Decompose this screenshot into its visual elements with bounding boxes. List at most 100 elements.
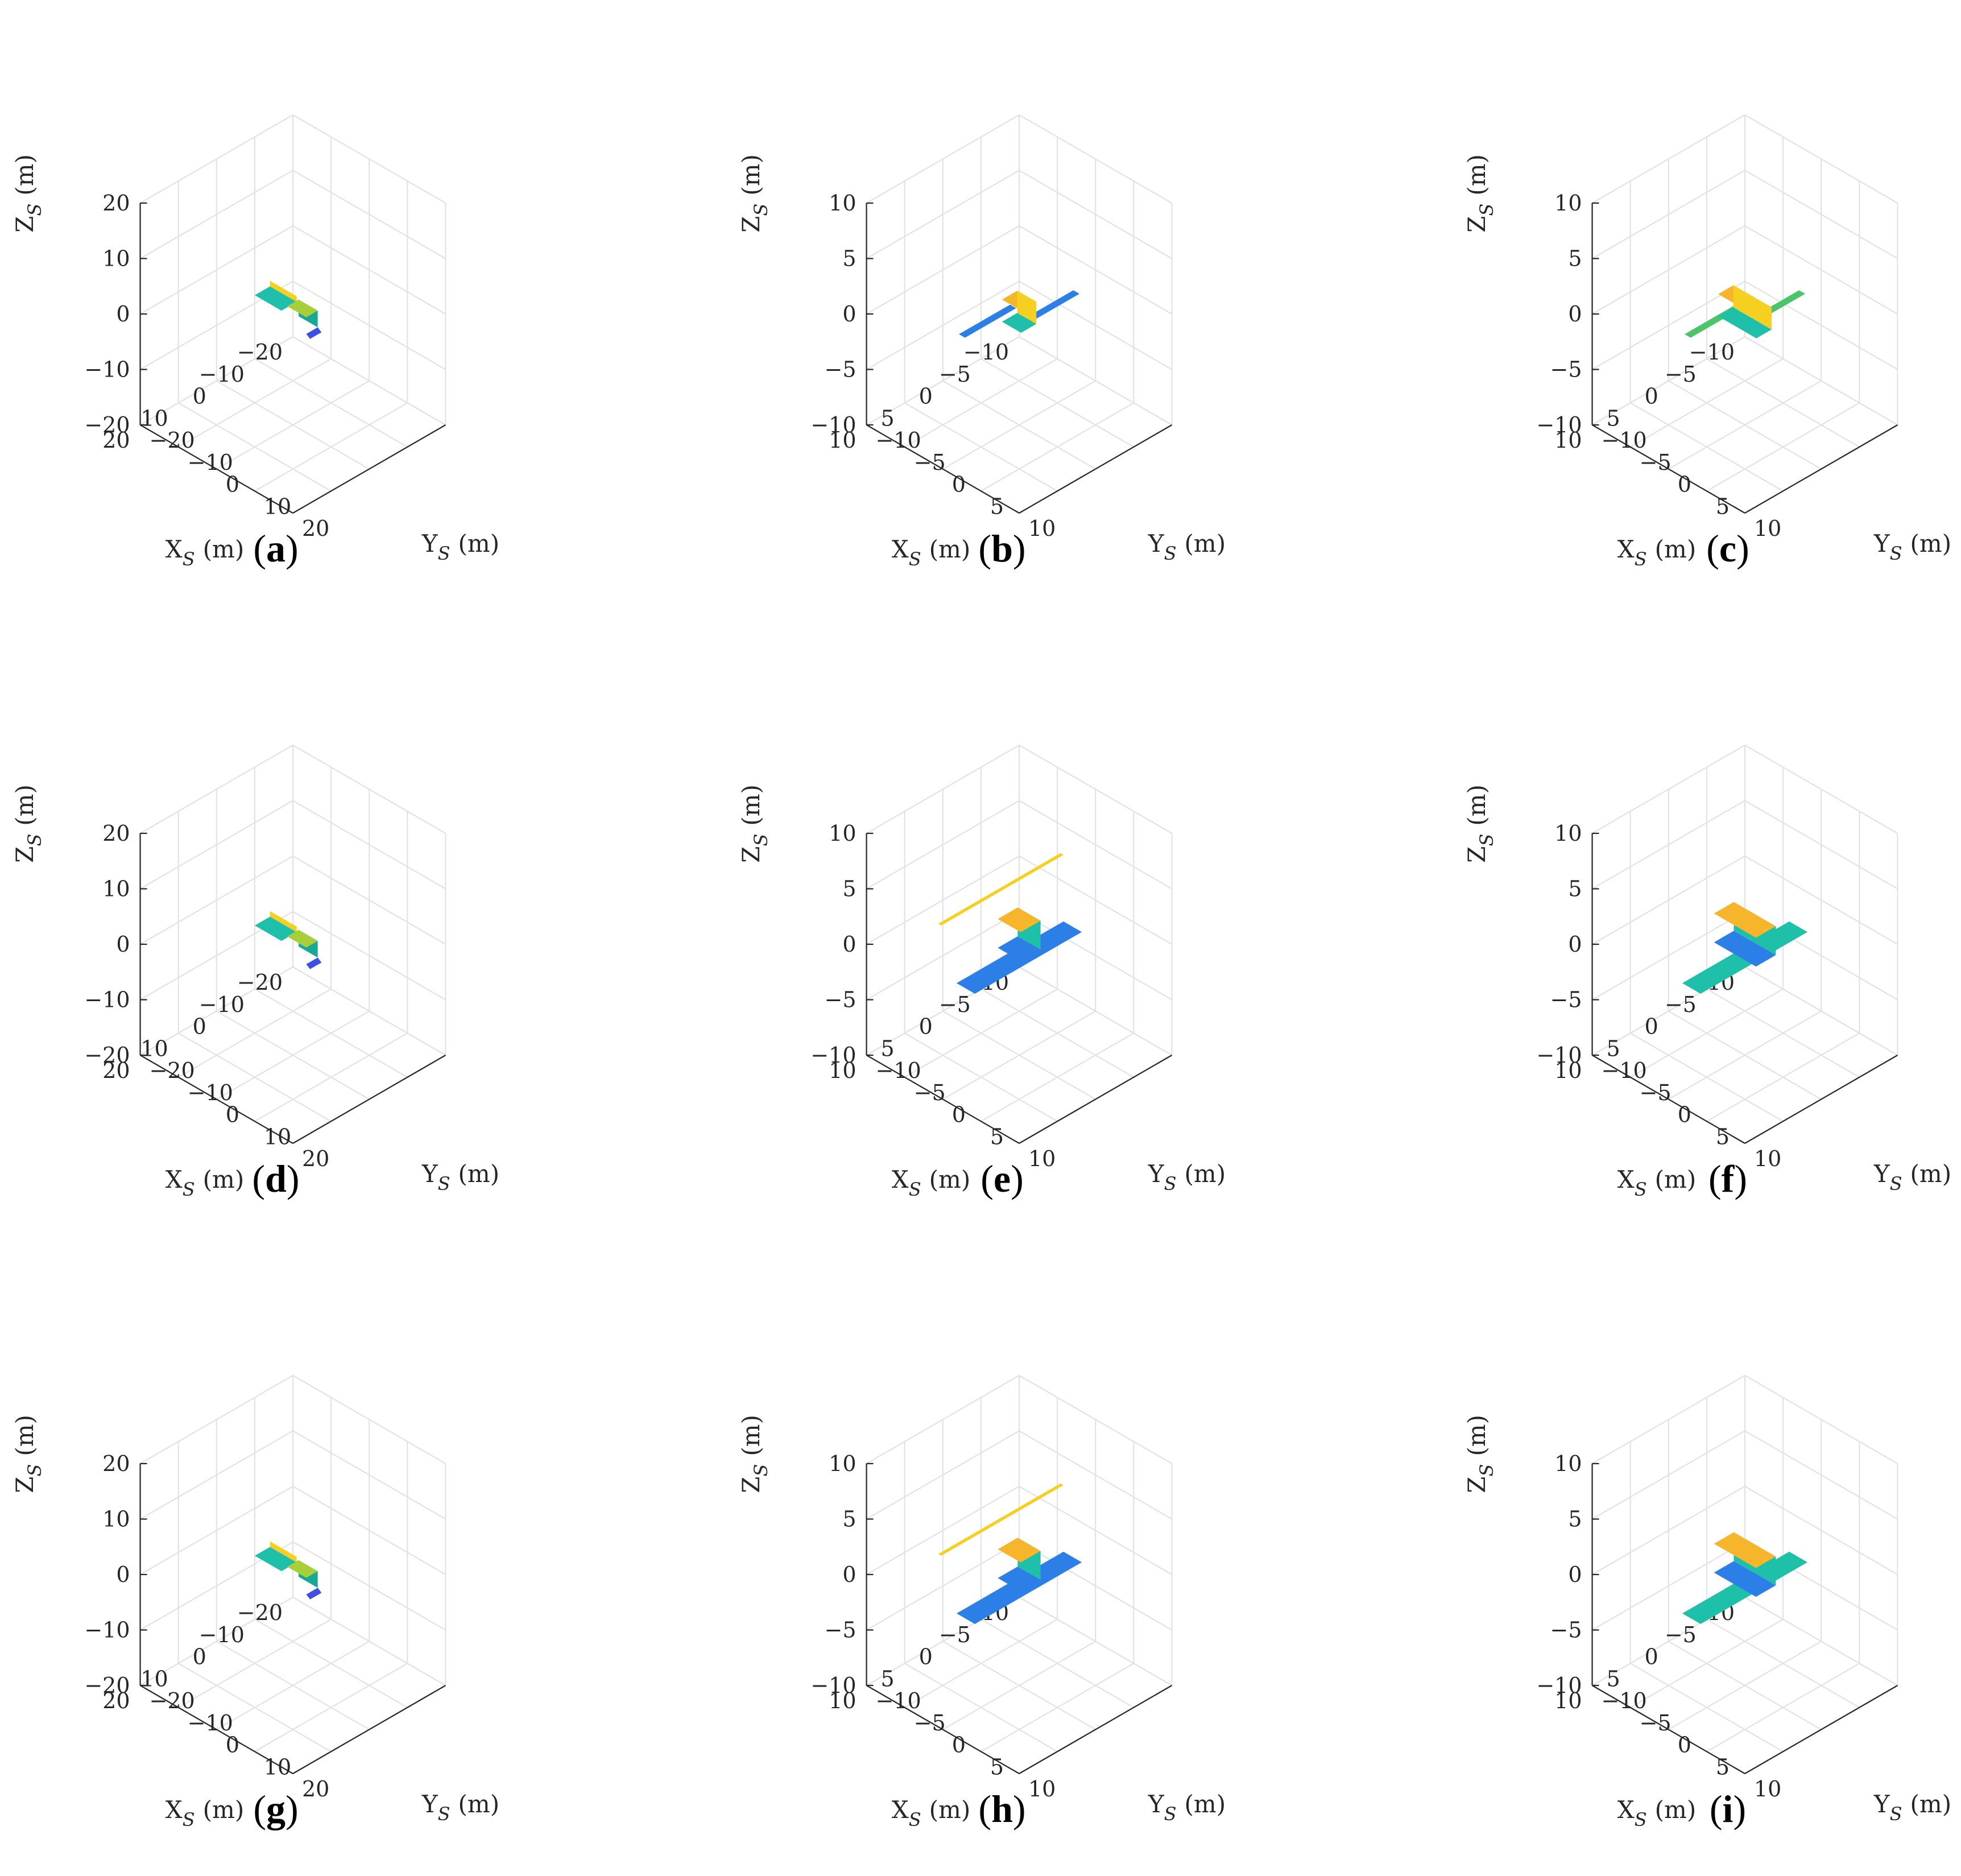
grid-line — [139, 800, 293, 890]
grid-line — [292, 336, 446, 425]
z-tick-label: −20 — [84, 1043, 130, 1068]
z-tick-label: 5 — [842, 246, 856, 271]
z-tick-label: −5 — [825, 1618, 857, 1643]
y-tick-label: 5 — [990, 1754, 1004, 1779]
y-axis-line — [292, 1685, 446, 1774]
panel-label: (e) — [980, 1157, 1024, 1200]
y-axis-label: YS (m) — [421, 1160, 499, 1195]
y-tick-label: −10 — [1602, 1058, 1647, 1083]
z-tick-label: 0 — [1568, 1562, 1582, 1587]
grid-line — [1019, 1597, 1173, 1686]
x-axis-label: XS (m) — [1617, 535, 1696, 570]
y-tick-label: −20 — [150, 428, 195, 453]
solar-wing-left — [1022, 290, 1080, 324]
grid-line — [1019, 911, 1173, 1001]
grid-line — [942, 380, 1096, 470]
grid-line — [292, 745, 446, 834]
x-axis-label: XS (m) — [892, 1796, 970, 1830]
grid-line — [1019, 1486, 1173, 1575]
grid-line — [292, 1541, 446, 1631]
y-axis-line — [1019, 1685, 1173, 1774]
grid-line — [139, 745, 293, 834]
x-axis-label: XS (m) — [1617, 1166, 1696, 1200]
z-tick-label: 10 — [829, 191, 856, 216]
y-tick-label: 0 — [1678, 1102, 1691, 1127]
x-tick-label: 5 — [880, 1666, 894, 1691]
x-axis-label: XS (m) — [1617, 1796, 1696, 1830]
z-tick-label: −10 — [1536, 1673, 1582, 1698]
x-tick-label: 5 — [1606, 406, 1620, 431]
grid-line — [292, 1486, 446, 1575]
grid-line — [1744, 745, 1898, 834]
panel-label: (h) — [978, 1787, 1026, 1830]
panel-top — [270, 1541, 297, 1563]
x-tick-label: 0 — [193, 384, 206, 409]
grid-line — [1019, 225, 1173, 315]
grid-line — [866, 280, 1020, 370]
grid-line — [139, 1375, 293, 1464]
grid-line — [139, 114, 293, 204]
grid-line — [1019, 966, 1173, 1056]
plot-3d: −10−50510−10−50510−10−50510ZS(m)XS(m)YS(… — [737, 745, 1226, 1200]
chart-panel: −10−50510−10−50510−10−50510ZS(m)XS(m)YS(… — [1452, 630, 1961, 1246]
grid-line — [1668, 1010, 1822, 1100]
grid-line — [1591, 800, 1745, 890]
grid-line — [1591, 1375, 1745, 1464]
grid-line — [1630, 358, 1784, 448]
plot-3d: −10−50510−10−50510−10−50510ZS(m)XS(m)YS(… — [737, 114, 1226, 570]
grid-line — [1744, 170, 1898, 259]
z-tick-label: −10 — [810, 1673, 856, 1698]
body-base — [306, 1588, 322, 1600]
solar-wing-right — [958, 304, 1016, 338]
x-tick-label: 20 — [102, 428, 130, 453]
y-tick-label: 10 — [264, 1124, 291, 1149]
y-axis-label: YS (m) — [421, 1790, 499, 1825]
y-tick-label: 20 — [302, 516, 329, 541]
x-tick-label: 10 — [1554, 1688, 1582, 1713]
x-axis-line — [866, 1685, 1020, 1774]
x-axis-line — [139, 1685, 293, 1774]
x-axis-label: XS (m) — [892, 1166, 970, 1200]
grid-line — [980, 1663, 1134, 1753]
x-tick-label: 0 — [919, 1644, 933, 1670]
grid-line — [1591, 1541, 1745, 1631]
z-tick-label: −10 — [84, 987, 130, 1013]
grid-line — [178, 988, 332, 1078]
x-tick-label: 5 — [880, 1036, 894, 1061]
y-axis-line — [1019, 424, 1173, 514]
z-tick-label: 10 — [1554, 191, 1582, 216]
z-tick-label: 10 — [1554, 821, 1582, 846]
grid-line — [980, 1032, 1134, 1122]
x-tick-label: 10 — [140, 1666, 168, 1691]
y-axis-line — [1744, 1685, 1898, 1774]
x-tick-label: 10 — [829, 1688, 856, 1713]
body-bottom — [1714, 1561, 1776, 1597]
y-axis-line — [292, 1055, 446, 1144]
grid-line — [866, 114, 1020, 204]
grid-line — [216, 1641, 370, 1730]
grid-line — [904, 1618, 1058, 1708]
body-top — [287, 929, 318, 948]
grid-line — [139, 170, 293, 259]
grid-line — [1591, 911, 1745, 1001]
boom — [938, 853, 1064, 925]
grid-line — [866, 170, 1020, 259]
grid-line — [1744, 1486, 1898, 1575]
z-axis-label: ZS(m) — [1463, 154, 1497, 233]
y-tick-label: −10 — [1602, 428, 1647, 453]
grid-line — [1591, 170, 1745, 259]
y-tick-label: −10 — [876, 1688, 921, 1713]
grid-line — [1019, 1541, 1173, 1631]
panel-label: (g) — [253, 1787, 299, 1830]
z-tick-label: 0 — [116, 1562, 130, 1587]
z-tick-label: −10 — [1536, 1043, 1582, 1068]
x-axis-label: XS (m) — [166, 1796, 244, 1830]
grid-line — [292, 1597, 446, 1686]
grid-line — [1591, 745, 1745, 834]
y-tick-label: 10 — [264, 494, 291, 519]
x-tick-label: 0 — [1645, 1644, 1658, 1670]
x-tick-label: −10 — [199, 362, 245, 387]
docking-port — [1026, 1552, 1036, 1557]
z-tick-label: 5 — [1568, 1507, 1582, 1532]
grid-line — [1019, 1375, 1173, 1464]
